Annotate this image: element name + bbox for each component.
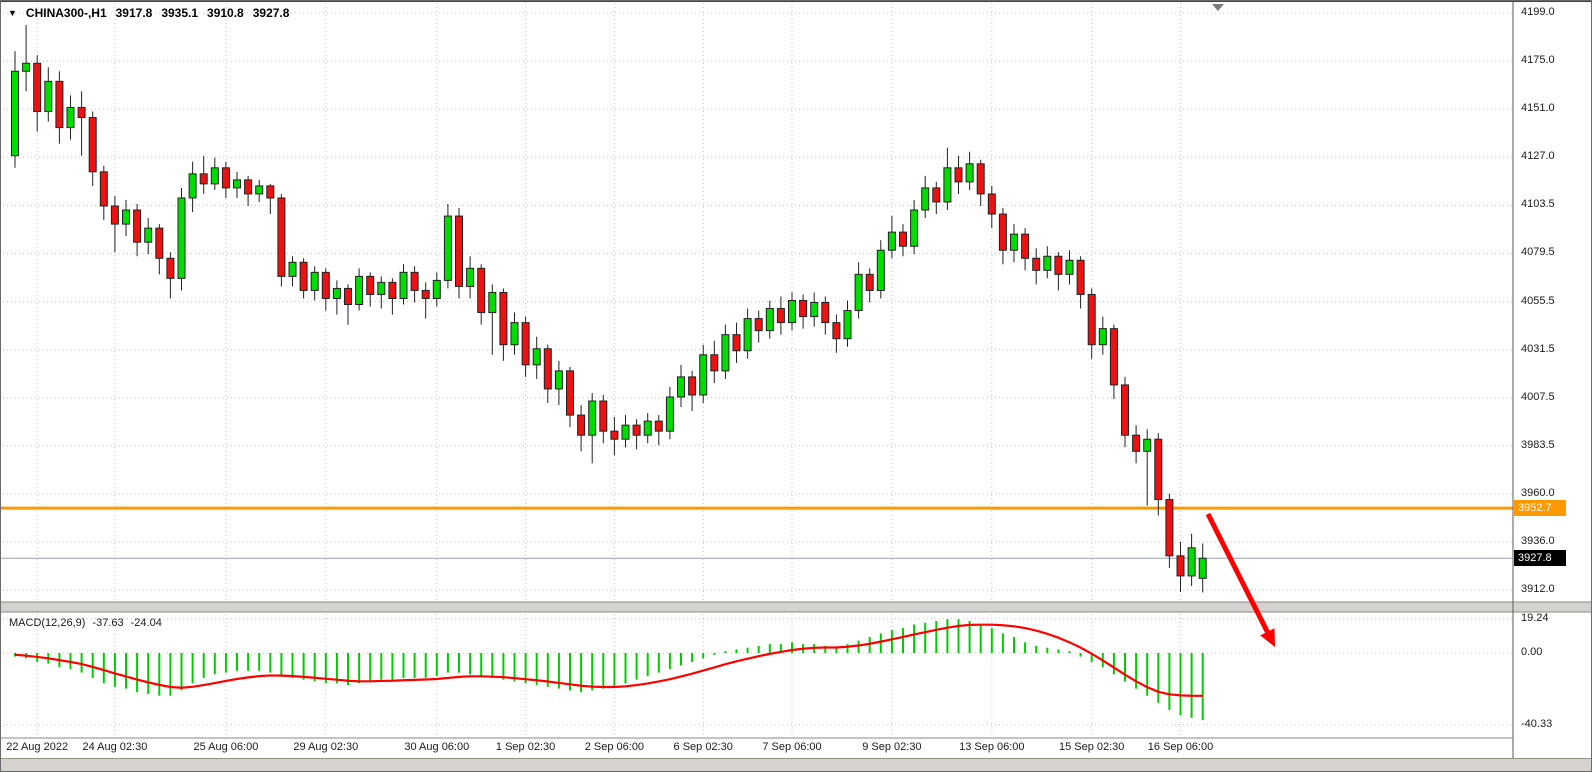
time-axis-label: 25 Aug 06:00 bbox=[193, 741, 259, 753]
price-axis-label: 3960.0 bbox=[1521, 486, 1555, 499]
close-value: 3927.8 bbox=[252, 6, 290, 20]
symbol-period-label: CHINA300-,H1 bbox=[25, 6, 107, 20]
macd-axis-label: 19.24 bbox=[1521, 611, 1549, 624]
price-axis-label: 3983.5 bbox=[1521, 438, 1555, 451]
time-axis-label: 7 Sep 06:00 bbox=[762, 741, 822, 753]
ohlc-readout: ▼ CHINA300-,H1 3917.8 3935.1 3910.8 3927… bbox=[8, 6, 289, 20]
macd-axis-label: 0.00 bbox=[1521, 646, 1543, 658]
time-axis-label: 16 Sep 06:00 bbox=[1147, 741, 1214, 753]
price-axis-label: 3936.0 bbox=[1521, 534, 1555, 547]
low-value: 3910.8 bbox=[207, 6, 244, 20]
open-value: 3917.8 bbox=[115, 6, 153, 20]
time-axis-label: 1 Sep 02:30 bbox=[495, 741, 556, 753]
time-axis-label: 29 Aug 02:30 bbox=[293, 741, 359, 753]
last-price-tag: 3927.8 bbox=[1514, 550, 1566, 567]
down-arrow-annotation bbox=[1205, 512, 1270, 633]
macd-main-value: -37.63 bbox=[92, 617, 124, 629]
macd-label: MACD(12,26,9) bbox=[9, 617, 86, 629]
price-axis-label: 4175.0 bbox=[1521, 54, 1555, 67]
horizontal-scrollbar[interactable] bbox=[1, 758, 1591, 771]
price-axis-label: 4103.5 bbox=[1521, 198, 1555, 211]
price-axis-label: 4079.5 bbox=[1521, 246, 1555, 259]
price-axis-label: 3912.0 bbox=[1521, 583, 1555, 595]
chart-shift-marker-icon bbox=[1212, 4, 1224, 11]
time-axis-label: 6 Sep 02:30 bbox=[673, 741, 733, 753]
price-axis-label: 4127.0 bbox=[1521, 150, 1555, 163]
time-axis-label: 9 Sep 02:30 bbox=[862, 741, 922, 753]
time-axis-label: 15 Sep 02:30 bbox=[1058, 741, 1125, 753]
time-axis-label: 22 Aug 2022 bbox=[6, 741, 69, 753]
macd-axis-label: -40.33 bbox=[1521, 717, 1553, 730]
macd-readout: MACD(12,26,9) -37.63 -24.04 bbox=[9, 617, 162, 629]
price-axis-label: 4199.0 bbox=[1521, 6, 1555, 18]
price-axis-label: 4055.5 bbox=[1521, 294, 1555, 307]
price-axis-label: 4031.5 bbox=[1521, 342, 1555, 355]
macd-signal-value: -24.04 bbox=[130, 617, 162, 629]
high-value: 3935.1 bbox=[161, 6, 199, 20]
symbol-triangle-icon: ▼ bbox=[8, 8, 17, 18]
time-axis-label: 2 Sep 06:00 bbox=[584, 741, 645, 753]
time-axis-label: 30 Aug 06:00 bbox=[404, 741, 470, 753]
time-axis-label: 13 Sep 06:00 bbox=[959, 741, 1025, 753]
price-axis-label: 4007.5 bbox=[1521, 390, 1555, 403]
time-axis-label: 24 Aug 02:30 bbox=[82, 741, 148, 753]
down-arrow-head bbox=[1260, 628, 1275, 647]
price-axis-label: 4151.0 bbox=[1521, 102, 1555, 115]
hline-price-tag: 3952.7 bbox=[1514, 500, 1566, 517]
